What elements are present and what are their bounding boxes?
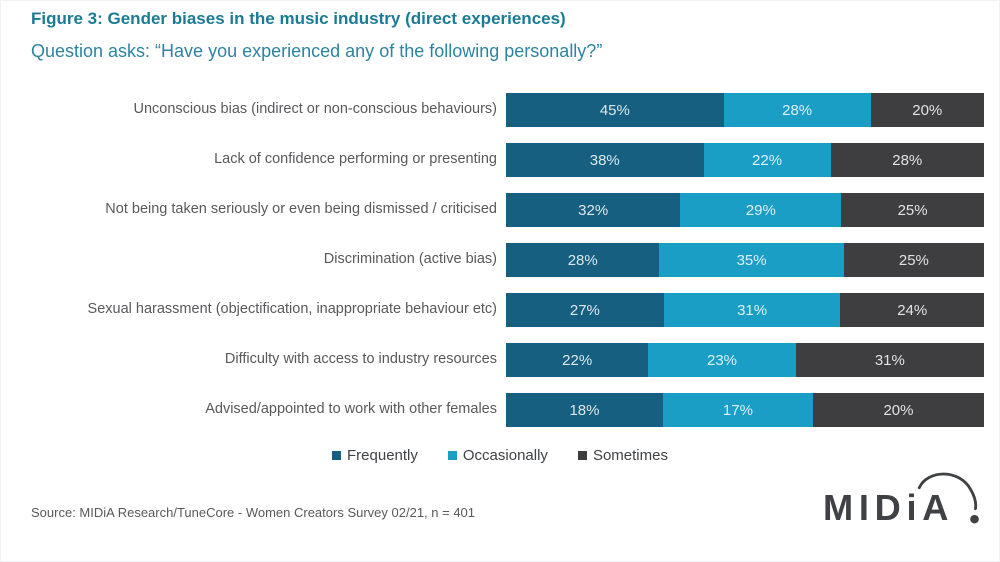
category-label: Lack of confidence performing or present…: [214, 151, 497, 168]
stacked-bar: 22% 23% 31%: [506, 343, 984, 377]
bar-segment-occasionally: 29%: [680, 193, 842, 227]
chart-row: Sexual harassment (objectification, inap…: [31, 293, 984, 327]
stacked-bar: 32% 29% 25%: [506, 193, 985, 227]
chart-row: Discrimination (active bias) 28% 35% 25%: [31, 243, 984, 277]
bar-segment-occasionally: 35%: [659, 243, 844, 277]
midia-logo-graphic: MIDiA: [823, 472, 979, 528]
stacked-bar: 18% 17% 20%: [506, 393, 984, 427]
bar-segment-sometimes: 25%: [841, 193, 985, 227]
bar-segment-occasionally: 17%: [662, 393, 813, 427]
bar-segment-sometimes: 20%: [812, 393, 984, 427]
bar-segment-frequently: 27%: [506, 293, 664, 327]
bar-segment-frequently: 22%: [506, 343, 649, 377]
legend-label: Occasionally: [462, 447, 548, 464]
stacked-bar: 28% 35% 25%: [506, 243, 984, 277]
bar-segment-frequently: 45%: [506, 93, 724, 127]
midia-logo-text: MIDiA: [823, 487, 954, 528]
figure-subtitle: Question asks: “Have you experienced any…: [31, 41, 603, 61]
legend-swatch-icon: [447, 451, 457, 460]
legend-label: Frequently: [347, 447, 418, 464]
chart-legend: Frequently Occasionally Sometimes: [1, 447, 999, 464]
category-label: Discrimination (active bias): [323, 251, 497, 268]
chart-row: Lack of confidence performing or present…: [31, 143, 984, 177]
legend-swatch-icon: [332, 451, 342, 460]
legend-item-frequently: Frequently: [332, 447, 418, 464]
chart-row: Unconscious bias (indirect or non-consci…: [31, 93, 984, 127]
figure-title: Figure 3: Gender biases in the music ind…: [31, 9, 566, 28]
category-label: Difficulty with access to industry resou…: [224, 351, 497, 368]
midia-logo-arc-icon: [917, 472, 978, 511]
bar-segment-sometimes: 28%: [830, 143, 984, 177]
stacked-bar: 38% 22% 28%: [506, 143, 984, 177]
midia-logo: MIDiA: [823, 471, 985, 538]
bar-segment-occasionally: 22%: [703, 143, 831, 177]
category-label: Advised/appointed to work with other fem…: [205, 401, 497, 418]
bar-segment-occasionally: 28%: [723, 93, 871, 127]
category-label: Sexual harassment (objectification, inap…: [87, 301, 497, 318]
bar-segment-frequently: 32%: [506, 193, 681, 227]
bar-segment-sometimes: 20%: [870, 93, 984, 127]
stacked-bar: 27% 31% 24%: [506, 293, 984, 327]
bar-segment-sometimes: 25%: [843, 243, 984, 277]
legend-item-sometimes: Sometimes: [577, 447, 668, 464]
legend-item-occasionally: Occasionally: [447, 447, 548, 464]
legend-label: Sometimes: [592, 447, 668, 464]
bar-segment-frequently: 28%: [506, 243, 660, 277]
source-note: Source: MIDiA Research/TuneCore - Women …: [31, 505, 476, 520]
bar-segment-sometimes: 31%: [795, 343, 984, 377]
category-label: Not being taken seriously or even being …: [105, 201, 497, 218]
bar-segment-frequently: 18%: [506, 393, 663, 427]
bar-segment-sometimes: 24%: [840, 293, 984, 327]
bar-segment-frequently: 38%: [506, 143, 704, 177]
chart-row: Not being taken seriously or even being …: [31, 193, 985, 227]
chart-row: Advised/appointed to work with other fem…: [31, 393, 984, 427]
category-label: Unconscious bias (indirect or non-consci…: [133, 101, 497, 118]
legend-swatch-icon: [577, 451, 587, 460]
midia-logo-dot-icon: [970, 514, 979, 524]
stacked-bar-chart: Unconscious bias (indirect or non-consci…: [31, 93, 985, 443]
bar-segment-occasionally: 31%: [663, 293, 841, 327]
chart-row: Difficulty with access to industry resou…: [31, 343, 984, 377]
stacked-bar: 45% 28% 20%: [506, 93, 984, 127]
bar-segment-occasionally: 23%: [648, 343, 796, 377]
